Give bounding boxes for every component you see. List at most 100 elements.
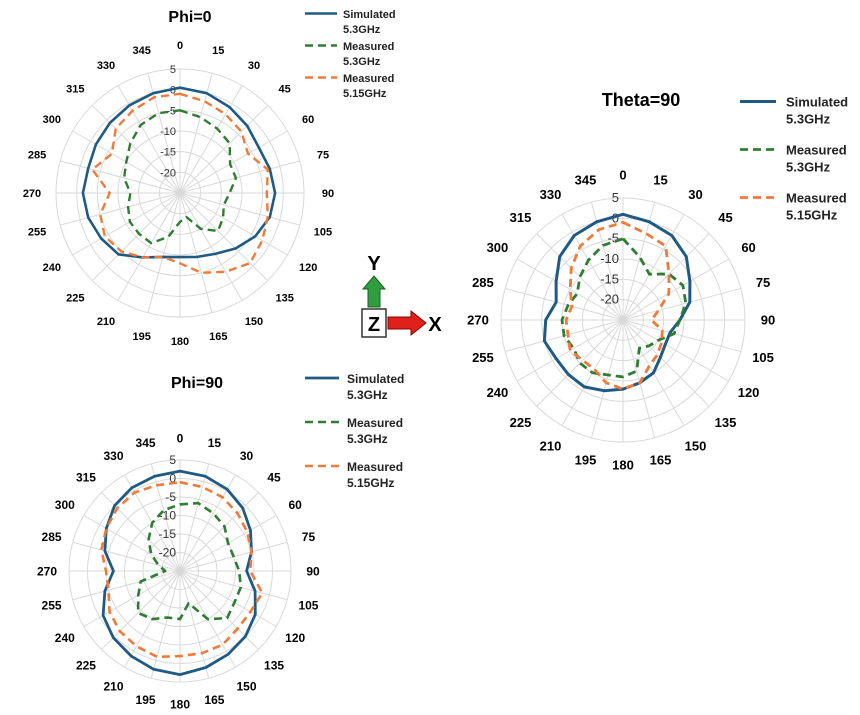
angle-label: 90 bbox=[322, 188, 334, 200]
axes-indicator: Z Y X bbox=[361, 253, 442, 338]
grid-spoke bbox=[179, 192, 213, 313]
series-points bbox=[561, 238, 686, 377]
grid-spoke bbox=[561, 214, 624, 321]
grid-spoke bbox=[622, 233, 710, 321]
grid-spoke bbox=[179, 463, 210, 572]
grid-spoke bbox=[60, 192, 181, 226]
radial-tick-label: -20 bbox=[600, 292, 619, 307]
grid-spoke bbox=[505, 287, 624, 321]
legend-label: Measured bbox=[343, 41, 394, 53]
series-line-measured-515 bbox=[91, 92, 269, 274]
grid-spoke bbox=[179, 570, 259, 650]
grid-spoke bbox=[179, 492, 259, 572]
grid-spoke bbox=[72, 541, 181, 572]
grid-spoke bbox=[622, 258, 729, 321]
series-line-measured-53 bbox=[560, 237, 688, 379]
legend-label: Simulated bbox=[347, 372, 404, 386]
angle-label: 120 bbox=[299, 262, 317, 274]
angle-label: 45 bbox=[279, 83, 291, 95]
grid-spoke bbox=[179, 104, 269, 194]
grid-spoke bbox=[622, 214, 685, 321]
grid-spoke bbox=[150, 463, 181, 572]
grid-spoke bbox=[622, 287, 741, 321]
legend-label: 5.3GHz bbox=[347, 432, 388, 446]
grid-spoke bbox=[83, 515, 181, 572]
legend-label: 5.3GHz bbox=[786, 112, 831, 127]
angle-label: 165 bbox=[204, 693, 224, 707]
angle-label: 105 bbox=[314, 226, 332, 238]
series-line-measured-515 bbox=[564, 221, 671, 391]
legend-label: 5.3GHz bbox=[343, 56, 381, 68]
legend-label: 5.15GHz bbox=[347, 476, 394, 490]
radial-tick-label: 5 bbox=[169, 453, 176, 467]
angle-label: 30 bbox=[688, 187, 702, 202]
polar-grid bbox=[500, 197, 746, 443]
angle-label: 330 bbox=[103, 449, 123, 463]
radial-tick-label: -15 bbox=[160, 147, 176, 159]
angle-label: 285 bbox=[28, 150, 46, 162]
grid-spoke bbox=[91, 192, 181, 282]
angle-label: 150 bbox=[685, 438, 707, 453]
angle-label: 285 bbox=[472, 275, 494, 290]
angle-label: 165 bbox=[650, 453, 672, 468]
radial-tick-label: -15 bbox=[159, 527, 177, 541]
angle-label: 15 bbox=[208, 436, 222, 450]
radial-tick-label: 5 bbox=[170, 64, 176, 76]
angle-label: 270 bbox=[37, 564, 57, 578]
legend-label: Measured bbox=[347, 416, 403, 430]
angle-label: 255 bbox=[42, 599, 62, 613]
radial-tick-label: -5 bbox=[165, 490, 176, 504]
grid-spoke bbox=[179, 130, 288, 194]
grid-spoke bbox=[179, 160, 300, 194]
y-axis-arrow bbox=[361, 275, 387, 308]
angle-label: 285 bbox=[42, 530, 62, 544]
radial-tick-label: -10 bbox=[159, 509, 177, 523]
angle-label: 75 bbox=[756, 275, 770, 290]
angle-label: 300 bbox=[43, 114, 61, 126]
radial-tick-label: 5 bbox=[612, 190, 619, 205]
angle-label: 0 bbox=[177, 40, 183, 52]
z-axis-label: Z bbox=[368, 314, 380, 336]
y-axis-label: Y bbox=[367, 253, 381, 275]
radial-tick-label: -20 bbox=[159, 546, 177, 560]
angle-label: 60 bbox=[741, 240, 755, 255]
legend: Simulated 5.3GHz Measured 5.3GHz Measured 5.1… bbox=[740, 95, 848, 223]
angle-label: 345 bbox=[136, 436, 156, 450]
grid-spoke bbox=[179, 85, 243, 194]
grid-spoke bbox=[101, 570, 181, 650]
angle-label: 315 bbox=[66, 83, 84, 95]
angle-label: 315 bbox=[76, 470, 96, 484]
angle-label: 60 bbox=[302, 114, 314, 126]
angle-label: 195 bbox=[136, 693, 156, 707]
angle-label: 195 bbox=[133, 331, 151, 343]
grid-spoke bbox=[622, 319, 656, 438]
series-points bbox=[124, 110, 236, 244]
legend-label: Measured bbox=[786, 143, 847, 158]
grid-spoke bbox=[622, 319, 710, 407]
angle-label: 300 bbox=[487, 240, 509, 255]
polar-chart-phi90: 50-5-10-15-200 15304560759010512013515016… bbox=[37, 372, 404, 712]
x-axis-label: X bbox=[428, 314, 442, 336]
angle-label: 0 bbox=[619, 168, 626, 183]
legend-label: Simulated bbox=[786, 95, 848, 110]
angle-label: 330 bbox=[540, 187, 562, 202]
angle-label: 240 bbox=[55, 631, 75, 645]
legend-label: 5.3GHz bbox=[786, 160, 831, 175]
grid-spoke bbox=[179, 570, 210, 679]
angle-label: 255 bbox=[472, 350, 494, 365]
angle-label: 180 bbox=[171, 336, 189, 348]
legend: Simulated 5.3GHz Measured 5.3GHz Measured 5.1… bbox=[305, 372, 404, 490]
angle-label: 330 bbox=[97, 60, 115, 72]
angle-label: 180 bbox=[612, 458, 634, 473]
angle-label: 225 bbox=[76, 658, 96, 672]
radial-tick-label: -20 bbox=[160, 167, 176, 179]
radial-tick-label: 0 bbox=[169, 472, 176, 486]
angle-label: 270 bbox=[467, 313, 489, 328]
angle-label: 90 bbox=[306, 564, 320, 578]
angle-label: 345 bbox=[575, 173, 597, 188]
angle-label: 75 bbox=[302, 530, 316, 544]
grid-spoke bbox=[179, 192, 269, 282]
angle-label: 270 bbox=[23, 188, 41, 200]
grid-spoke bbox=[179, 192, 288, 256]
